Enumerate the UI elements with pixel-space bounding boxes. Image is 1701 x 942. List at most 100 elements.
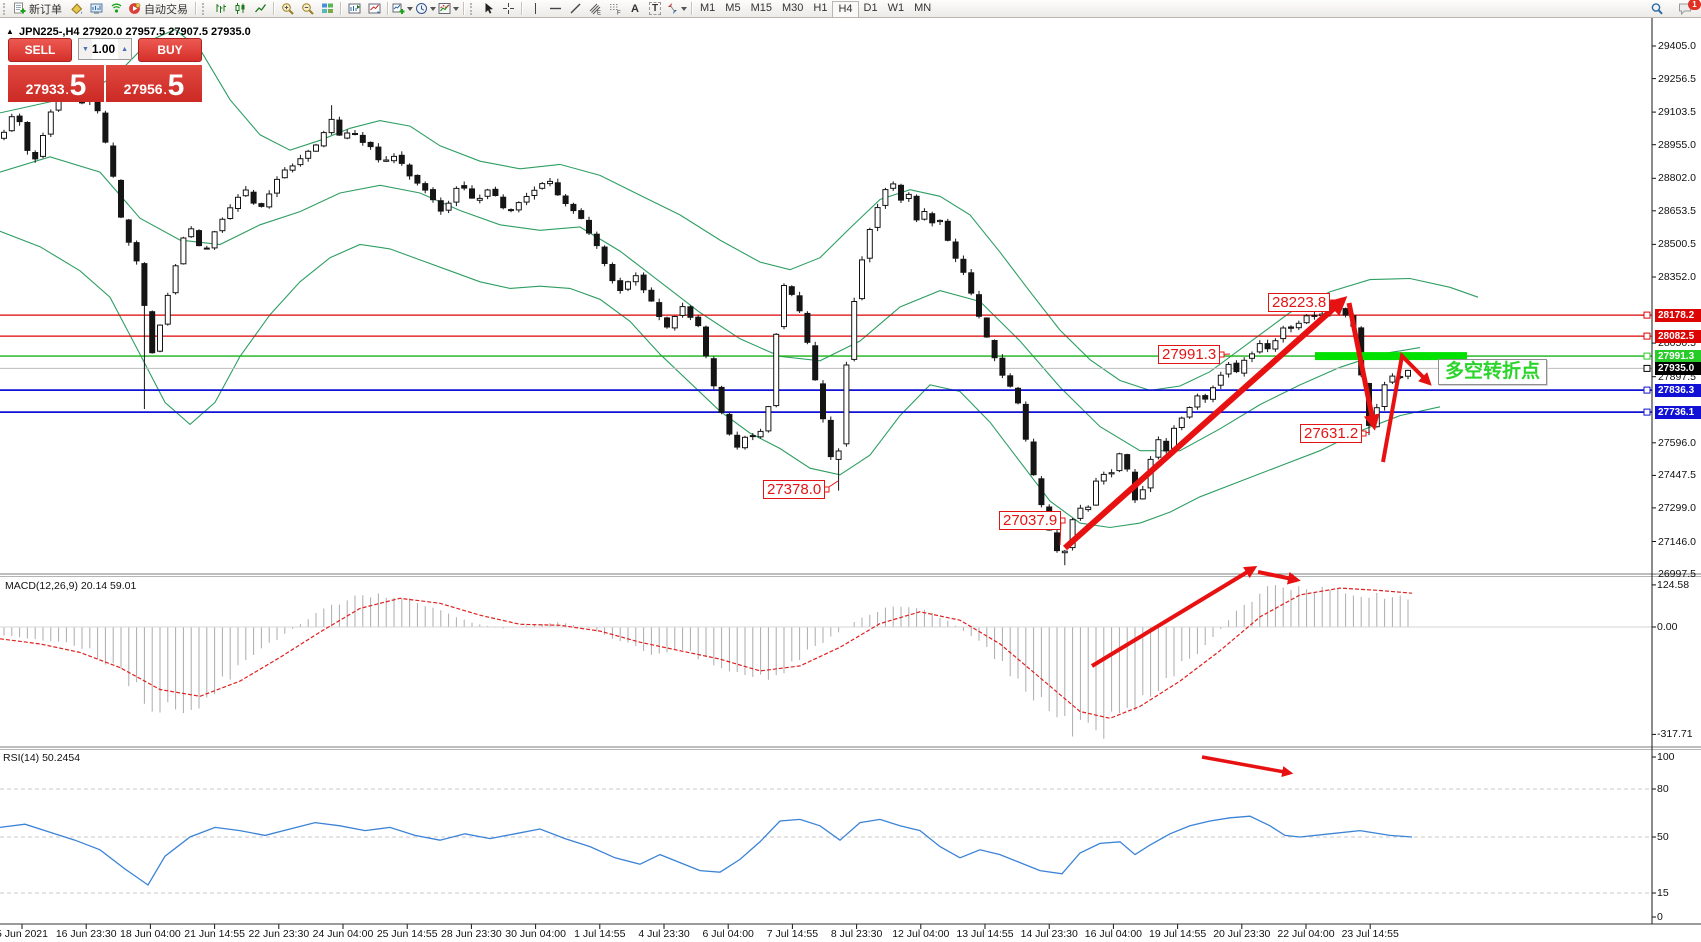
bid-price-box[interactable]: 27933. 5 — [8, 65, 104, 102]
price-callout-27378.0[interactable]: 27378.0 — [763, 480, 826, 499]
collapse-marker-icon[interactable]: ▲ — [6, 27, 14, 36]
crosshair-button[interactable] — [498, 1, 518, 17]
timeframe-tab-m30[interactable]: M30 — [781, 2, 804, 14]
bar-chart-button[interactable] — [210, 1, 230, 17]
timeframe-tab-mn[interactable]: MN — [914, 2, 932, 14]
search-icon — [1651, 2, 1663, 14]
label-tool-label: T — [648, 2, 662, 15]
time-axis-label[interactable]: 24 Jun 04:00 — [312, 928, 374, 940]
search-button[interactable] — [1647, 1, 1667, 17]
new-order-button[interactable]: 新订单 — [11, 1, 66, 17]
candlestick-chart-button[interactable] — [230, 1, 250, 17]
time-axis-label[interactable]: 7 Jul 14:55 — [766, 928, 819, 940]
time-axis-label[interactable]: 8 Jul 23:30 — [830, 928, 883, 940]
chevron-down-icon — [407, 6, 413, 11]
time-axis-label[interactable]: 22 Jul 04:00 — [1277, 928, 1335, 940]
market-watch-button[interactable] — [86, 1, 106, 17]
trendline-button[interactable] — [565, 1, 585, 17]
time-axis-label[interactable]: 19 Jul 14:55 — [1148, 928, 1207, 940]
time-axis-label[interactable]: 22 Jun 23:30 — [248, 928, 310, 940]
time-axis-label[interactable]: 1 Jul 14:55 — [574, 928, 626, 940]
time-axis-label[interactable]: 16 Jun 23:30 — [55, 928, 117, 940]
callout-connectors — [823, 299, 1371, 546]
timeframe-clock-button[interactable] — [414, 1, 437, 17]
fibonacci-button[interactable]: F — [605, 1, 625, 17]
time-axis-label[interactable]: 21 Jun 14:55 — [184, 928, 245, 940]
price-callout-28223.8[interactable]: 28223.8 — [1268, 293, 1331, 312]
signal-button[interactable] — [106, 1, 126, 17]
time-axis-label[interactable]: 5 Jun 2021 — [0, 928, 48, 940]
time-axis-label[interactable]: 18 Jun 04:00 — [120, 928, 181, 940]
time-axis-label[interactable]: 12 Jul 04:00 — [892, 928, 950, 940]
horizontal-line-button[interactable] — [545, 1, 565, 17]
text-button[interactable]: A — [625, 1, 645, 17]
price-callout-27991.3[interactable]: 27991.3 — [1158, 345, 1221, 364]
volume-value[interactable]: 1.00 — [91, 42, 116, 56]
price-tag-27935.0[interactable]: 27935.0 — [1655, 361, 1701, 375]
time-axis-label[interactable]: 23 Jul 14:55 — [1341, 928, 1399, 940]
rsi-axis-label: 80 — [1657, 783, 1669, 795]
buy-button[interactable]: BUY — [138, 38, 202, 62]
price-tag-28082.5[interactable]: 28082.5 — [1655, 329, 1701, 343]
timeframe-tab-h1[interactable]: H1 — [813, 2, 828, 14]
vertical-line-icon — [534, 3, 536, 14]
time-axis-label[interactable]: 30 Jun 04:00 — [505, 928, 566, 940]
ask-price-box[interactable]: 27956. 5 — [106, 65, 202, 102]
zoom-in-button[interactable] — [277, 1, 297, 17]
price-tag-28178.2[interactable]: 28178.2 — [1655, 308, 1701, 322]
paint-bucket-button[interactable] — [66, 1, 86, 17]
time-axis-label[interactable]: 25 Jun 14:55 — [376, 928, 438, 940]
rsi-panel-graphics — [0, 788, 1652, 894]
macd-axis-label: 0.00 — [1657, 621, 1678, 633]
tile-windows-button[interactable] — [317, 1, 337, 17]
timeframe-tab-h4[interactable]: H4 — [832, 0, 859, 17]
ask-fraction-digit: 5 — [167, 69, 185, 102]
symbol-title[interactable]: ▲ JPN225-,H4 27920.0 27957.5 27907.5 279… — [6, 26, 251, 38]
highlight-bar[interactable] — [1315, 352, 1467, 361]
time-axis-label[interactable]: 14 Jul 23:30 — [1020, 928, 1078, 940]
ask-decimal-point: . — [163, 85, 167, 97]
template-button[interactable] — [437, 1, 460, 17]
auto-trading-button[interactable]: 自动交易 — [126, 1, 192, 17]
market-watch-icon — [90, 3, 102, 14]
timeframe-tab-w1[interactable]: W1 — [887, 2, 905, 14]
price-callout-27631.2[interactable]: 27631.2 — [1300, 424, 1363, 443]
arrows-tool-button[interactable] — [665, 1, 688, 17]
time-axis-label[interactable]: 16 Jul 04:00 — [1084, 928, 1142, 940]
volume-decrease-button[interactable]: ▼ — [79, 39, 92, 59]
time-axis-label[interactable]: 13 Jul 14:55 — [956, 928, 1014, 940]
annotation-arrows[interactable] — [1063, 296, 1432, 778]
rsi-axis-label: 100 — [1657, 751, 1675, 763]
timeframe-tab-d1[interactable]: D1 — [863, 2, 878, 14]
equidistant-channel-icon: E — [589, 3, 601, 15]
timeframe-tab-m1[interactable]: M1 — [700, 2, 716, 14]
price-callout-27037.9[interactable]: 27037.9 — [999, 511, 1062, 530]
price-axis-label: 29405.0 — [1658, 40, 1696, 52]
navigator-button[interactable] — [364, 1, 384, 17]
trendline-icon — [570, 3, 580, 14]
zoom-out-button[interactable] — [297, 1, 317, 17]
data-window-button[interactable] — [344, 1, 364, 17]
timeframe-tab-m5[interactable]: M5 — [725, 2, 741, 14]
time-axis-label[interactable]: 4 Jul 23:30 — [638, 928, 690, 940]
price-tag-27991.3[interactable]: 27991.3 — [1655, 349, 1701, 363]
equidistant-channel-button[interactable]: E — [585, 1, 605, 17]
text-label-button[interactable]: T — [645, 1, 665, 17]
cursor-button[interactable] — [478, 1, 498, 17]
volume-stepper: ▼ 1.00 ▲ — [78, 38, 132, 60]
sell-button[interactable]: SELL — [8, 38, 72, 62]
vertical-line-button[interactable] — [525, 1, 545, 17]
notifications-button[interactable]: 1 — [1675, 0, 1701, 17]
price-tag-27836.3[interactable]: 27836.3 — [1655, 383, 1701, 397]
volume-increase-button[interactable]: ▲ — [118, 39, 131, 59]
time-axis-label[interactable]: 20 Jul 23:30 — [1213, 928, 1271, 940]
timeframe-tab-m15[interactable]: M15 — [750, 2, 772, 14]
turning-point-annotation[interactable]: 多空转折点 — [1438, 359, 1548, 385]
time-axis-label[interactable]: 28 Jun 23:30 — [441, 928, 502, 940]
time-axis-label[interactable]: 6 Jul 04:00 — [702, 928, 754, 940]
line-chart-button[interactable] — [250, 1, 270, 17]
add-indicator-button[interactable] — [391, 1, 414, 17]
line-chart-icon — [254, 4, 266, 13]
price-tag-27736.1[interactable]: 27736.1 — [1655, 405, 1701, 419]
